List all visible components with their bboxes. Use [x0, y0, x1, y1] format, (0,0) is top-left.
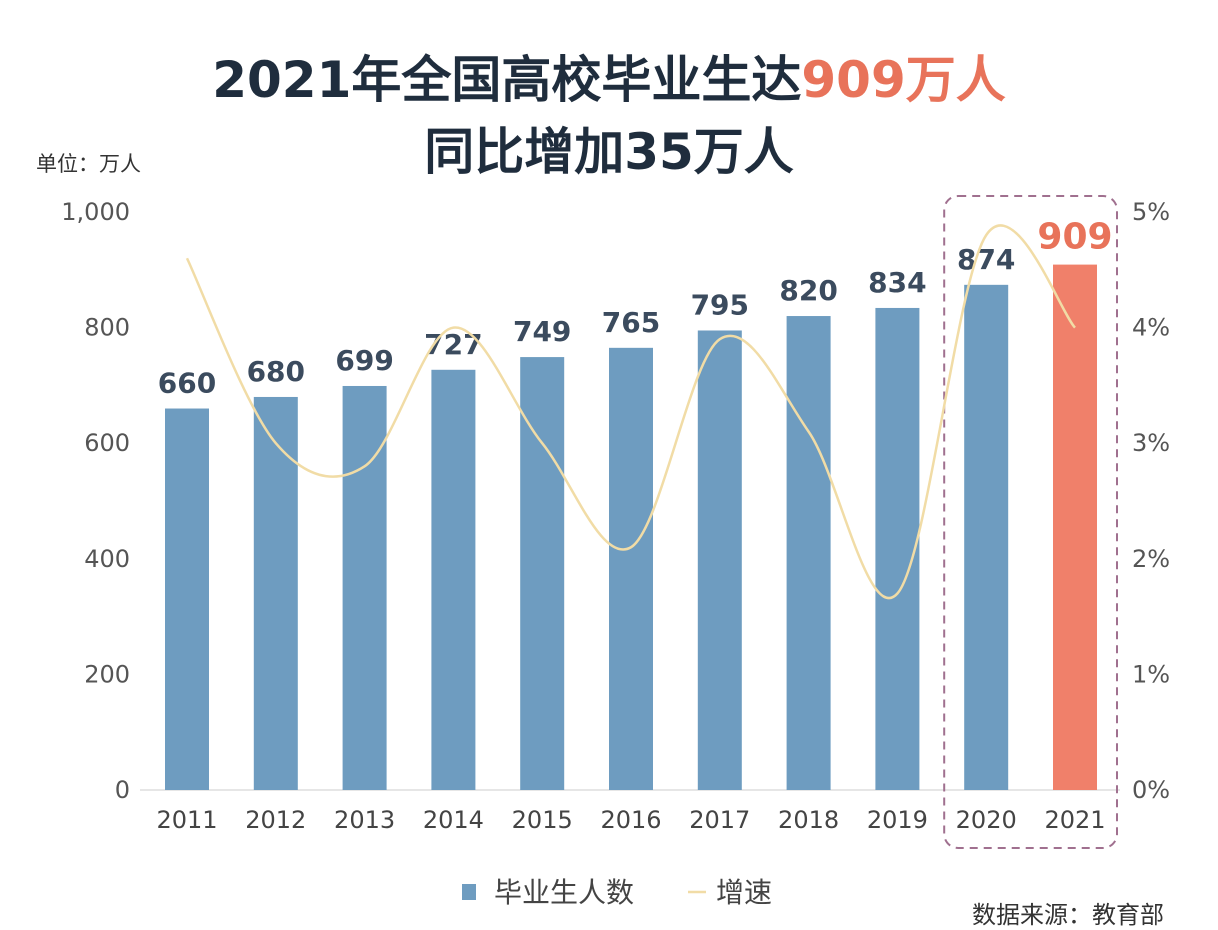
x-axis-tick: 2015 [512, 806, 573, 834]
right-axis-tick: 2% [1132, 545, 1170, 573]
bar-2018 [787, 316, 831, 790]
x-axis-tick: 2014 [423, 806, 484, 834]
bar-value-label: 909 [1037, 217, 1112, 258]
bar-value-label: 795 [691, 288, 749, 321]
legend-bar-swatch [462, 884, 476, 900]
x-axis-tick: 2016 [600, 806, 661, 834]
x-axis-tick: 2021 [1044, 806, 1105, 834]
bar-2014 [431, 370, 475, 790]
left-axis-tick: 600 [84, 429, 130, 457]
left-axis-tick: 0 [115, 776, 130, 804]
x-axis-tick: 2013 [334, 806, 395, 834]
left-axis-tick: 400 [84, 545, 130, 573]
right-axis-tick: 4% [1132, 314, 1170, 342]
x-axis-tick: 2011 [156, 806, 217, 834]
bar-value-label: 749 [513, 315, 571, 348]
x-axis-tick: 2020 [956, 806, 1017, 834]
bar-value-label: 699 [335, 344, 393, 377]
bar-2019 [875, 308, 919, 790]
bar-2020 [964, 285, 1008, 790]
right-axis-tick: 1% [1132, 660, 1170, 688]
bar-value-label: 820 [779, 274, 837, 307]
bar-value-label: 874 [957, 243, 1015, 276]
right-axis-tick: 5% [1132, 198, 1170, 226]
left-axis-tick: 200 [84, 660, 130, 688]
bar-2021 [1053, 265, 1097, 790]
x-axis-tick: 2012 [245, 806, 306, 834]
bar-2012 [254, 397, 298, 790]
bar-2017 [698, 330, 742, 790]
right-axis-tick: 3% [1132, 429, 1170, 457]
bar-value-label: 834 [868, 266, 926, 299]
bar-2016 [609, 348, 653, 790]
bar-value-label: 680 [247, 355, 305, 388]
x-axis-tick: 2018 [778, 806, 839, 834]
bar-2011 [165, 409, 209, 790]
left-axis-tick: 800 [84, 314, 130, 342]
x-axis-tick: 2017 [689, 806, 750, 834]
x-axis-tick: 2019 [867, 806, 928, 834]
bar-value-label: 660 [158, 367, 216, 400]
legend-bar-label: 毕业生人数 [494, 876, 634, 909]
left-axis-tick: 1,000 [61, 198, 130, 226]
legend-line-label: 增速 [716, 876, 772, 909]
right-axis-tick: 0% [1132, 776, 1170, 804]
bar-value-label: 765 [602, 306, 660, 339]
